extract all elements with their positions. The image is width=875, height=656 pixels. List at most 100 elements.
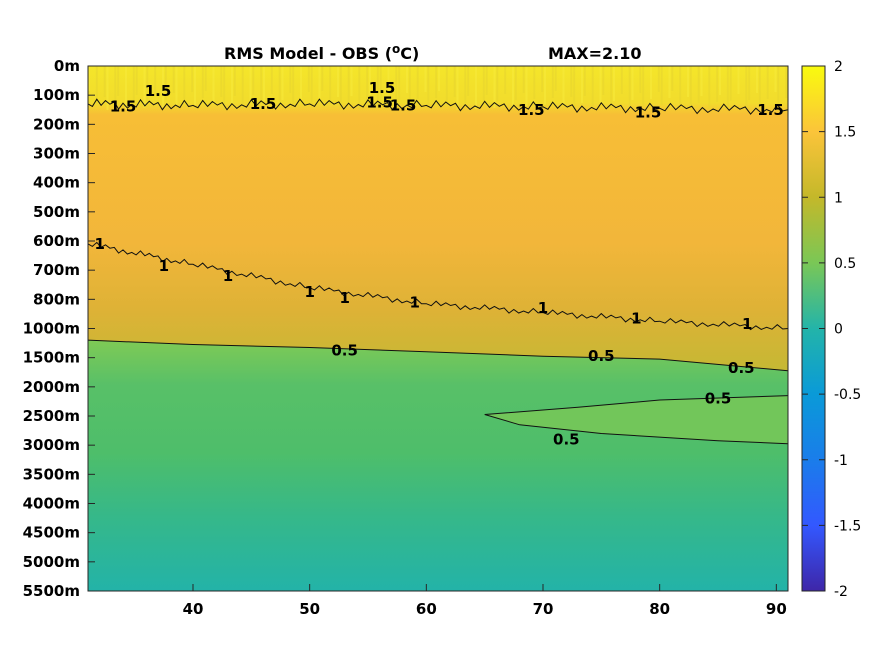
y-tick-label: 200m <box>33 115 80 133</box>
contour-label: 1 <box>159 257 169 275</box>
contour-label: 1.5 <box>369 79 396 97</box>
noise-stripe <box>292 66 295 106</box>
y-tick-label: 400m <box>33 174 80 192</box>
contour-label: 1.5 <box>635 104 662 122</box>
noise-stripe <box>350 66 353 96</box>
noise-stripe <box>194 66 196 105</box>
noise-stripe <box>541 66 544 92</box>
noise-stripe <box>270 66 273 94</box>
noise-stripe <box>525 66 528 106</box>
contour-line <box>484 395 788 445</box>
noise-stripe <box>135 66 138 95</box>
noise-stripe <box>204 66 207 91</box>
contour-label: 1.5 <box>145 82 172 100</box>
noise-stripe <box>689 66 692 110</box>
noise-stripe <box>132 66 135 102</box>
colorbar-tick-label: 1 <box>834 190 843 206</box>
noise-stripe <box>485 66 488 95</box>
noise-stripe <box>620 66 623 94</box>
contour-line <box>88 339 788 372</box>
noise-stripe <box>475 66 477 109</box>
noise-stripe <box>300 66 302 99</box>
noise-stripe <box>369 66 371 95</box>
contour-label: 0.5 <box>705 390 732 408</box>
noise-stripe <box>729 66 732 101</box>
noise-stripe <box>241 66 244 109</box>
x-tick-label: 50 <box>299 600 320 618</box>
contour-label: 1.5 <box>757 101 784 119</box>
noise-stripe <box>493 66 496 108</box>
noise-stripe <box>223 66 226 110</box>
noise-stripe <box>522 66 525 93</box>
noise-stripe <box>445 66 448 104</box>
noise-stripe <box>756 66 758 93</box>
noise-stripe <box>464 66 467 103</box>
noise-stripe <box>533 66 536 99</box>
noise-stripe <box>628 66 631 107</box>
y-tick-label: 600m <box>33 232 80 250</box>
noise-stripe <box>106 66 109 110</box>
noise-stripe <box>88 66 90 91</box>
noise-stripe <box>347 66 350 103</box>
colorbar-tick-label: -0.5 <box>834 387 861 403</box>
noise-stripe <box>456 66 459 110</box>
noise-stripe <box>376 66 379 108</box>
noise-stripe <box>143 66 146 108</box>
noise-stripe <box>329 66 332 104</box>
noise-stripe <box>591 66 594 109</box>
contour-label: 1 <box>223 267 233 285</box>
noise-stripe <box>639 66 642 93</box>
noise-stripe <box>613 66 615 101</box>
noise-stripe <box>599 66 602 102</box>
y-tick-label: 3500m <box>23 465 80 483</box>
x-tick-label: 70 <box>533 600 554 618</box>
noise-stripe <box>726 66 729 108</box>
noise-stripe <box>387 66 390 94</box>
noise-stripe <box>406 66 408 93</box>
contour-label: 1 <box>742 315 752 333</box>
noise-stripe <box>183 66 186 99</box>
noise-stripe <box>581 66 583 103</box>
noise-stripe <box>318 66 321 98</box>
noise-stripe <box>175 66 178 106</box>
noise-stripe <box>117 66 120 96</box>
y-tick-label: 3000m <box>23 436 80 454</box>
x-tick-label: 60 <box>416 600 437 618</box>
noise-stripe <box>610 66 613 108</box>
noise-stripe <box>201 66 204 98</box>
contour-label: 0.5 <box>588 347 615 365</box>
noise-stripe <box>716 66 719 102</box>
noise-stripe <box>668 66 671 98</box>
noise-stripe <box>95 66 98 104</box>
contour-label: 1 <box>304 283 314 301</box>
y-tick-label: 300m <box>33 145 80 163</box>
colorbar-tick-label: 1.5 <box>834 125 856 141</box>
noise-stripe <box>748 66 751 100</box>
y-tick-label: 4000m <box>23 495 80 513</box>
noise-stripe <box>307 66 310 92</box>
noise-stripe <box>191 66 194 92</box>
noise-stripe <box>154 66 157 94</box>
noise-stripe <box>278 66 281 107</box>
noise-stripe <box>642 66 645 106</box>
noise-stripe <box>562 66 565 104</box>
y-tick-label: 2000m <box>23 378 80 396</box>
noise-stripe <box>260 66 263 108</box>
noise-stripe <box>220 66 223 97</box>
y-tick-label: 500m <box>33 203 80 221</box>
noise-stripe <box>424 66 427 92</box>
colorbar-tick-label: 2 <box>834 59 843 75</box>
noise-stripe <box>281 66 284 100</box>
y-tick-label: 0m <box>54 57 80 75</box>
noise-stripe <box>583 66 586 96</box>
y-tick-label: 4500m <box>23 524 80 542</box>
max-label: MAX=2.10 <box>548 44 642 63</box>
noise-stripe <box>671 66 674 91</box>
contour-label: 0.5 <box>553 430 580 448</box>
noise-stripe <box>114 66 117 103</box>
y-tick-label: 1500m <box>23 349 80 367</box>
noise-stripe <box>453 66 456 97</box>
noise-stripe <box>482 66 485 102</box>
noise-stripe <box>263 66 265 101</box>
